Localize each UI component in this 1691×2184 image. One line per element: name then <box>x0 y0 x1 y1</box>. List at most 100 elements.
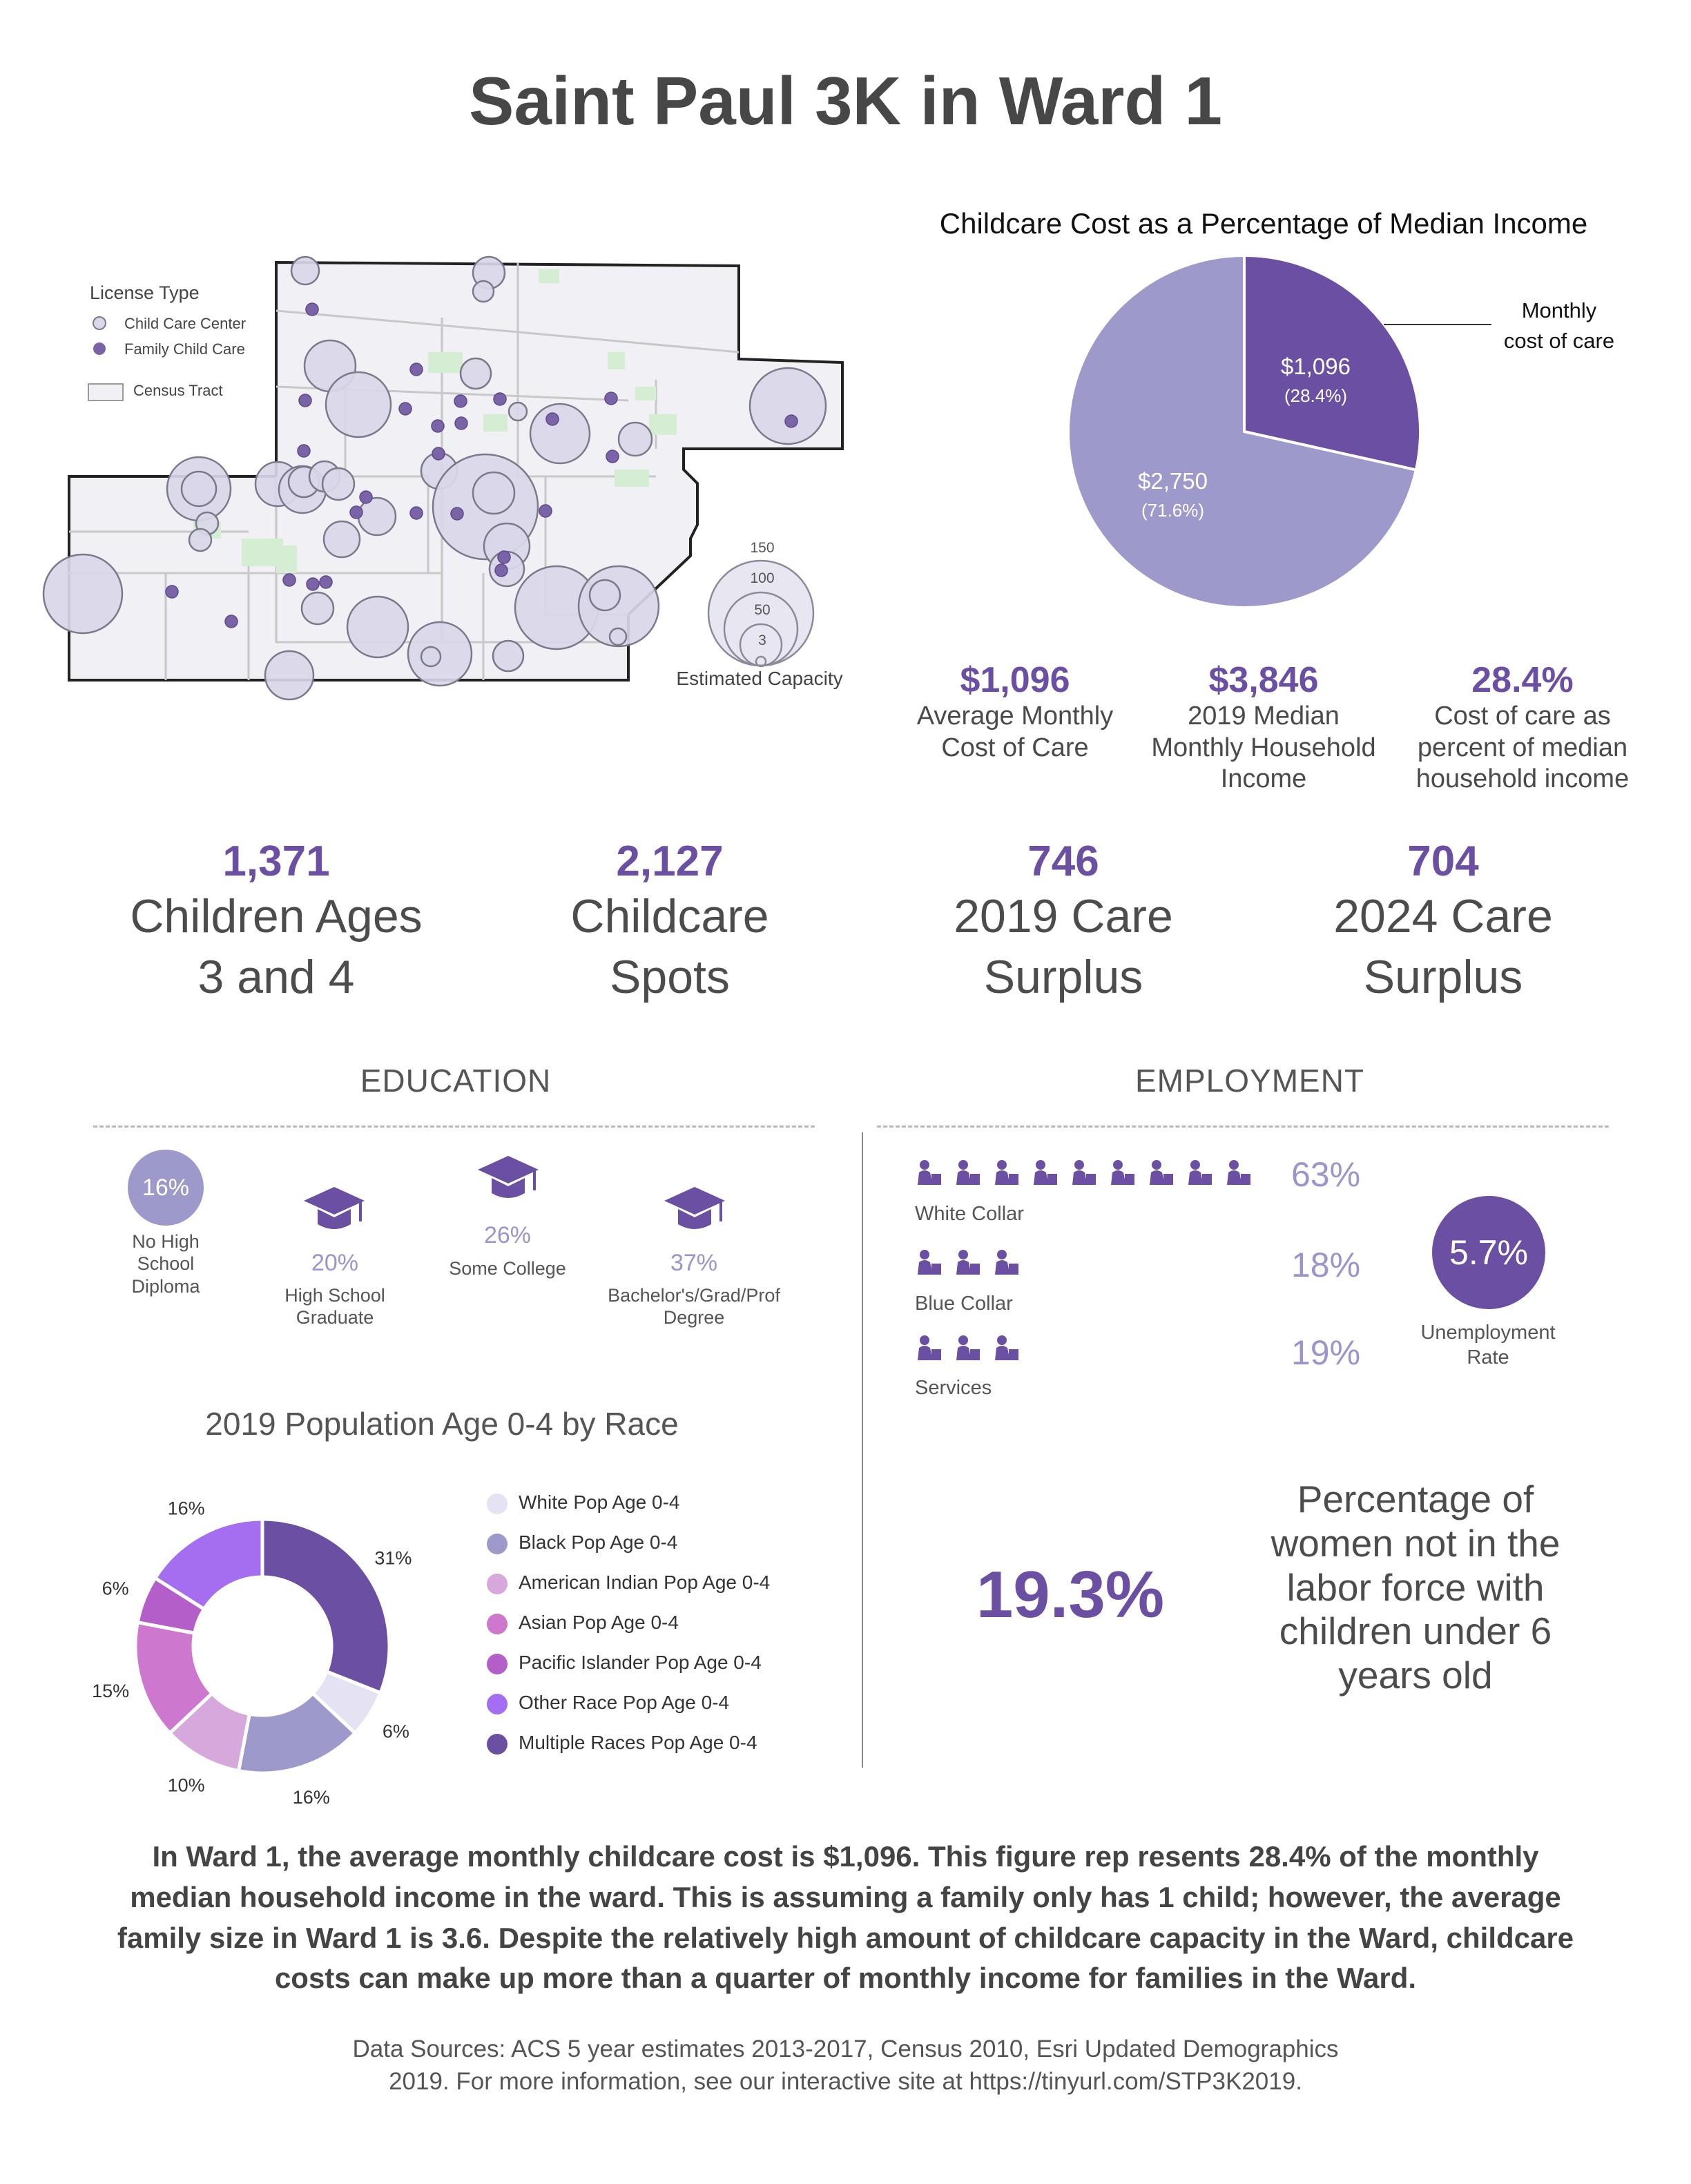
legend-label: Family Child Care <box>124 340 245 358</box>
women-label-line: labor force with <box>1286 1565 1545 1609</box>
worker-icon <box>1070 1159 1099 1191</box>
women-label-line: children under 6 <box>1279 1610 1552 1653</box>
education-divider <box>93 1125 815 1128</box>
kpi-label-line: Average Monthly <box>916 702 1114 731</box>
legend-label: Black Pop Age 0-4 <box>519 1531 678 1553</box>
edu-label-line: School <box>137 1253 195 1275</box>
capacity-title: Estimated Capacity <box>676 668 842 689</box>
kpi-label-line: 2019 Median <box>1188 702 1340 731</box>
kpi-median-income: $3,846 2019 Median Monthly Household Inc… <box>1132 659 1395 795</box>
worker-icon <box>1147 1159 1176 1191</box>
women-labor-pct: 19.3% <box>976 1558 1165 1632</box>
kpi-cost-percent: 28.4% Cost of care as percent of median … <box>1391 659 1654 795</box>
worker-icon <box>954 1334 983 1366</box>
stat-children: 1,371 Children Ages 3 and 4 <box>83 837 470 1008</box>
sources-line: Data Sources: ACS 5 year estimates 2013-… <box>352 2036 1339 2062</box>
legend-item: Pacific Islander Pop Age 0-4 <box>487 1652 762 1674</box>
summary-line: In Ward 1, the average monthly childcare… <box>152 1840 1539 1873</box>
edu-label: Bachelor's/Grad/Prof Degree <box>594 1284 794 1329</box>
donut-percent-label: 16% <box>293 1787 330 1808</box>
stat-value: 704 <box>1407 838 1479 885</box>
stat-label-line: 3 and 4 <box>197 951 355 1004</box>
blue-collar-icons <box>915 1248 1031 1283</box>
no-diploma-circle: 16% <box>128 1150 204 1226</box>
worker-icon <box>992 1248 1021 1281</box>
stat-surplus-2024: 704 2024 Care Surplus <box>1264 837 1623 1008</box>
map-legend: License Type Child Care Center Family Ch… <box>88 282 246 401</box>
kpi-value: $1,096 <box>960 660 1070 700</box>
legend-tract-icon <box>88 383 124 401</box>
legend-label: Other Race Pop Age 0-4 <box>519 1692 730 1713</box>
donut-percent-label: 6% <box>102 1578 129 1599</box>
stat-label-line: Spots <box>610 951 730 1004</box>
edu-pct: 26% <box>483 1222 532 1248</box>
kpi-value: 28.4% <box>1471 660 1574 700</box>
edu-label-line: High School <box>284 1285 385 1306</box>
edu-pct: 20% <box>311 1250 359 1276</box>
women-label-line: Percentage of <box>1297 1478 1534 1520</box>
donut-slice <box>153 1517 264 1612</box>
edu-label: Some College <box>428 1258 587 1279</box>
legend-title: License Type <box>90 282 200 303</box>
legend-item: Other Race Pop Age 0-4 <box>487 1692 729 1714</box>
summary-line: median household income in the ward. Thi… <box>130 1880 1561 1913</box>
page-title: Saint Paul 3K in Ward 1 <box>469 63 1222 139</box>
legend-swatch <box>487 1653 508 1674</box>
sources-line: 2019. For more information, see our inte… <box>389 2068 1302 2096</box>
kpi-label-line: Monthly Household <box>1151 733 1376 762</box>
emp-pct: 18% <box>1291 1246 1361 1284</box>
slice-percent-label: (28.4%) <box>1284 385 1347 406</box>
stat-label-line: Surplus <box>1363 951 1523 1004</box>
cost-pie-chart: Monthly cost of care $1,096 (28.4%) $2,750… <box>1067 255 1614 609</box>
women-label-line: women not in the <box>1270 1521 1560 1565</box>
summary-line: family size in Ward 1 is 3.6. Despite th… <box>117 1921 1574 1954</box>
white-collar-icons <box>915 1159 1263 1193</box>
legend-item: American Indian Pop Age 0-4 <box>487 1572 770 1594</box>
child-care-centers <box>42 255 827 701</box>
summary-text: In Ward 1, the average monthly childcare… <box>41 1837 1650 1999</box>
edu-label-line: Bachelor's/Grad/Prof <box>608 1285 780 1306</box>
pie-slice <box>1067 255 1418 609</box>
data-sources: Data Sources: ACS 5 year estimates 2013-… <box>41 2033 1650 2098</box>
capacity-label: 150 <box>750 540 774 556</box>
edu-label-line: Graduate <box>296 1307 374 1328</box>
edu-label: No High School Diploma <box>110 1230 221 1297</box>
edu-label-line: Diploma <box>131 1275 200 1297</box>
services-icons <box>915 1334 1031 1369</box>
annotation-text: Monthly <box>1522 298 1597 322</box>
graduation-cap-icon <box>304 1187 365 1229</box>
stat-label-line: Childcare <box>570 890 769 943</box>
stat-spots: 2,127 Childcare Spots <box>483 837 856 1008</box>
stat-label-line: 2024 Care <box>1333 890 1553 943</box>
donut-percent-label: 16% <box>168 1498 205 1518</box>
emp-pct: 19% <box>1291 1333 1361 1372</box>
worker-icon <box>1186 1159 1215 1191</box>
education-title: EDUCATION <box>360 1063 552 1099</box>
kpi-avg-cost: $1,096 Average Monthly Cost of Care <box>877 659 1153 764</box>
edu-label-line: Some College <box>449 1258 566 1279</box>
worker-icon <box>915 1334 944 1366</box>
employment-divider <box>877 1125 1609 1128</box>
slice-value-label: $1,096 <box>1281 354 1351 379</box>
kpi-value: $3,846 <box>1208 660 1319 700</box>
section-vertical-divider <box>862 1132 863 1768</box>
unemployment-label-line: Rate <box>1467 1346 1509 1369</box>
kpi-label-line: Cost of Care <box>941 733 1089 762</box>
emp-label: Services <box>915 1377 992 1399</box>
stat-value: 1,371 <box>222 838 330 885</box>
worker-icon <box>954 1159 983 1191</box>
legend-swatch <box>487 1693 508 1714</box>
worker-icon <box>992 1334 1021 1366</box>
legend-label: Asian Pop Age 0-4 <box>519 1612 679 1633</box>
family-child-care <box>165 302 798 628</box>
graduation-cap-icon <box>478 1156 539 1198</box>
stat-label-line: Children Ages <box>130 890 423 943</box>
stat-value: 746 <box>1027 838 1099 885</box>
stat-label-line: 2019 Care <box>954 890 1173 943</box>
edu-label-line: No High <box>132 1231 200 1252</box>
stat-value: 2,127 <box>616 838 724 885</box>
childcare-map: License Type Child Care Center Family Ch… <box>42 255 844 701</box>
legend-label: Census Tract <box>133 382 223 399</box>
legend-swatch <box>487 1573 508 1594</box>
legend-label: Pacific Islander Pop Age 0-4 <box>519 1652 762 1673</box>
